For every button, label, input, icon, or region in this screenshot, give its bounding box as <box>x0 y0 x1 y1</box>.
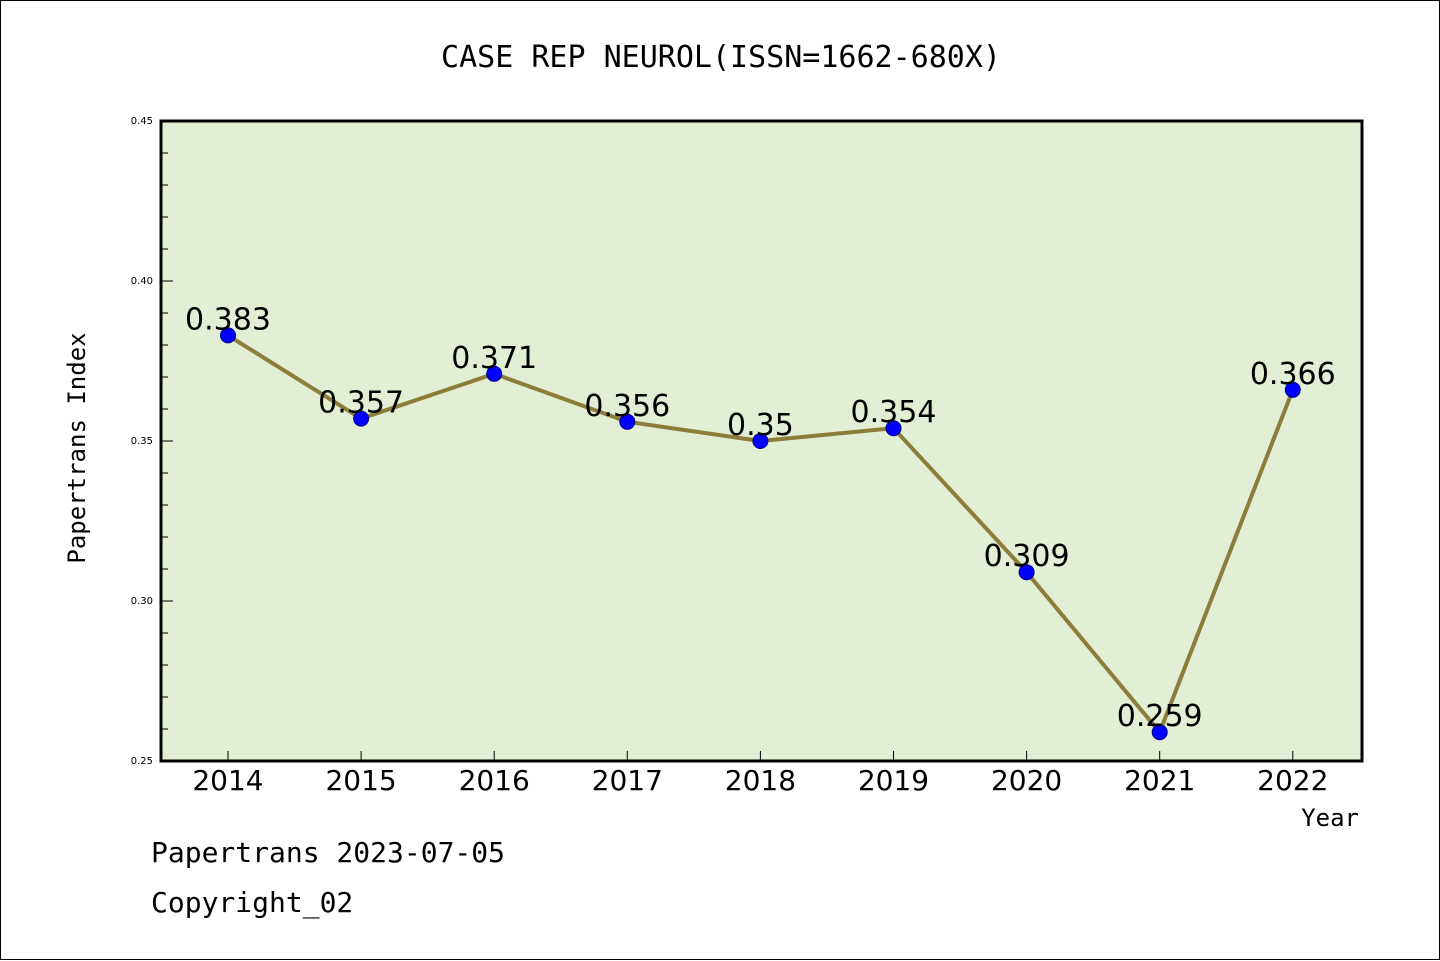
data-label: 0.354 <box>851 395 937 430</box>
x-tick-label: 2021 <box>1124 764 1195 797</box>
footer-date: Papertrans 2023-07-05 <box>151 836 506 869</box>
data-label: 0.366 <box>1250 357 1336 392</box>
data-point <box>353 410 370 427</box>
data-label: 0.259 <box>1117 699 1203 734</box>
data-point <box>619 413 636 430</box>
y-tick-label: 0.45 <box>131 116 153 127</box>
data-label: 0.383 <box>185 302 271 337</box>
y-tick-label: 0.35 <box>131 436 153 447</box>
x-tick-label: 2016 <box>459 764 530 797</box>
x-tick-label: 2014 <box>192 764 263 797</box>
y-tick-label: 0.40 <box>131 276 153 287</box>
chart-title: CASE REP NEUROL(ISSN=1662-680X) <box>441 40 1001 75</box>
y-axis: 0.25 0.30 0.35 0.40 0.45 <box>131 116 173 767</box>
data-label: 0.35 <box>727 408 794 443</box>
data-point <box>1018 564 1035 581</box>
data-point <box>1284 381 1301 398</box>
x-tick-label: 2018 <box>725 764 796 797</box>
data-point <box>486 365 503 382</box>
x-axis: 2014 2015 2016 2017 2018 2019 2020 2021 2022 <box>192 751 1328 797</box>
data-label: 0.371 <box>451 341 537 376</box>
data-point <box>752 433 769 449</box>
data-labels: 0.383 0.357 0.371 0.356 0.35 0.354 0.309 0.259 0… <box>185 302 1336 734</box>
data-label: 0.356 <box>584 389 670 424</box>
x-tick-label: 2020 <box>991 764 1062 797</box>
data-point <box>1151 724 1168 741</box>
data-label: 0.357 <box>318 386 404 421</box>
x-axis-title: Year <box>1301 804 1359 832</box>
y-tick-label: 0.30 <box>131 596 153 607</box>
series-markers <box>220 327 1301 741</box>
footer-copyright: Copyright_02 <box>151 886 354 919</box>
data-label: 0.309 <box>984 539 1070 574</box>
x-tick-label: 2017 <box>592 764 663 797</box>
x-tick-label: 2015 <box>325 764 396 797</box>
data-point <box>885 420 902 437</box>
x-tick-label: 2019 <box>858 764 929 797</box>
data-point <box>220 327 236 344</box>
x-tick-label: 2022 <box>1257 764 1328 797</box>
y-axis-title: Papertrans Index <box>63 332 91 563</box>
y-tick-label: 0.25 <box>131 756 153 767</box>
